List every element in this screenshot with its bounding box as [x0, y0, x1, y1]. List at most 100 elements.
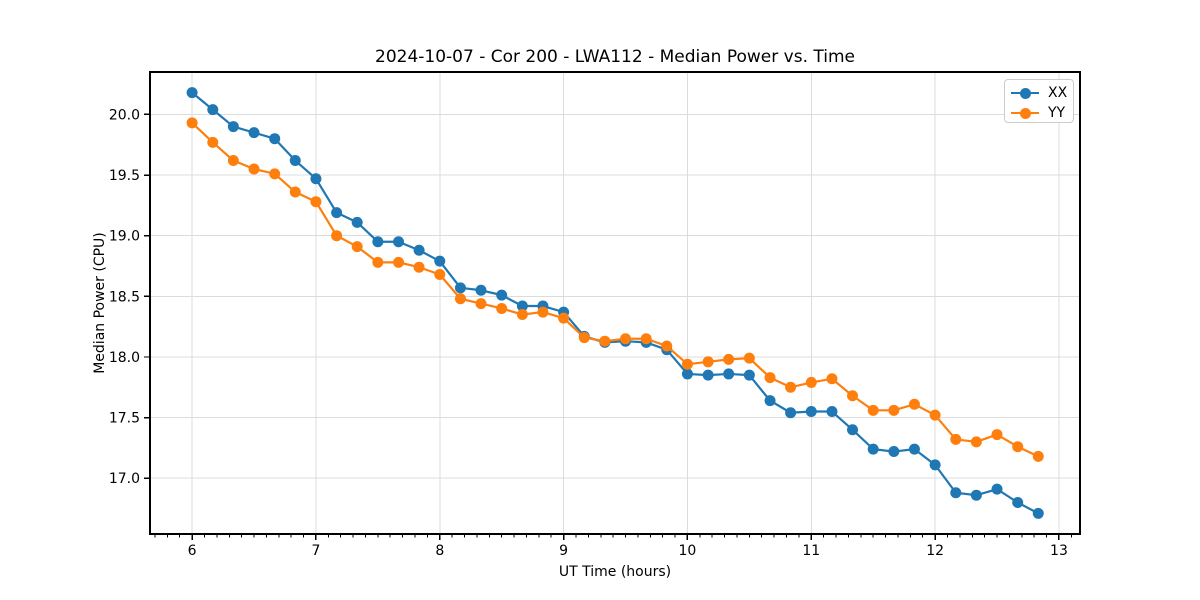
data-point-xx — [970, 489, 982, 501]
data-point-xx — [207, 104, 219, 116]
chart-title: 2024-10-07 - Cor 200 - LWA112 - Median P… — [375, 47, 855, 67]
x-tick-label: 9 — [559, 543, 568, 559]
data-point-xx — [1012, 496, 1024, 508]
data-point-yy — [908, 398, 920, 410]
y-axis-label: Median Power (CPU) — [92, 232, 108, 374]
data-point-yy — [393, 256, 405, 268]
x-tick-label: 13 — [1050, 543, 1068, 559]
y-tick-label: 17.0 — [109, 471, 140, 487]
data-point-xx — [496, 289, 508, 301]
data-point-yy — [991, 429, 1003, 441]
legend-line-sample-xx — [1011, 87, 1039, 99]
data-point-xx — [331, 207, 343, 219]
data-point-yy — [537, 306, 549, 318]
data-point-yy — [372, 256, 384, 268]
data-point-yy — [516, 309, 528, 321]
data-point-yy — [207, 136, 219, 148]
data-point-xx — [351, 216, 363, 228]
x-tick-label: 12 — [926, 543, 944, 559]
data-point-yy — [681, 358, 693, 370]
data-point-yy — [867, 404, 879, 416]
data-point-xx — [1032, 507, 1044, 519]
y-tick-label: 18.5 — [109, 289, 140, 305]
y-tick-label: 19.5 — [109, 168, 140, 184]
data-point-yy — [785, 381, 797, 393]
data-point-yy — [558, 312, 570, 324]
data-point-yy — [888, 404, 900, 416]
data-point-xx — [372, 236, 384, 248]
data-point-xx — [743, 369, 755, 381]
data-point-yy — [289, 186, 301, 198]
plot-border — [149, 71, 1081, 535]
data-point-xx — [702, 369, 714, 381]
data-point-yy — [950, 433, 962, 445]
data-point-yy — [970, 436, 982, 448]
data-point-yy — [475, 298, 487, 310]
data-point-yy — [413, 261, 425, 273]
data-point-yy — [702, 356, 714, 368]
legend-marker-yy — [1019, 107, 1031, 119]
data-point-yy — [1012, 441, 1024, 453]
data-point-xx — [805, 406, 817, 418]
data-point-xx — [785, 407, 797, 419]
x-tick-label: 7 — [311, 543, 320, 559]
data-point-yy — [620, 333, 632, 345]
data-point-xx — [434, 255, 446, 267]
y-tick-label: 19.0 — [109, 229, 140, 245]
data-point-yy — [723, 353, 735, 365]
data-point-xx — [454, 282, 466, 294]
data-point-xx — [826, 406, 838, 418]
data-point-xx — [227, 121, 239, 133]
x-tick-label: 6 — [188, 543, 197, 559]
data-point-yy — [661, 340, 673, 352]
data-point-xx — [289, 155, 301, 167]
legend: XX YY — [1004, 79, 1074, 123]
data-point-yy — [331, 230, 343, 242]
x-tick-label: 10 — [679, 543, 697, 559]
data-point-yy — [578, 332, 590, 344]
legend-label-yy: YY — [1048, 105, 1066, 121]
x-tick-label: 11 — [802, 543, 820, 559]
data-point-xx — [269, 133, 281, 145]
data-point-xx — [950, 487, 962, 499]
legend-label-xx: XX — [1048, 85, 1068, 101]
data-point-yy — [496, 302, 508, 314]
data-point-xx — [516, 300, 528, 312]
data-point-yy — [640, 333, 652, 345]
data-point-yy — [454, 293, 466, 305]
legend-item-yy: YY — [1011, 103, 1067, 123]
data-point-yy — [599, 335, 611, 347]
data-point-yy — [310, 196, 322, 208]
y-tick-label: 17.5 — [109, 411, 140, 427]
data-point-yy — [1032, 450, 1044, 462]
data-point-xx — [413, 244, 425, 256]
data-point-yy — [434, 269, 446, 281]
data-point-xx — [393, 236, 405, 248]
data-point-xx — [475, 284, 487, 296]
x-tick-label: 8 — [435, 543, 444, 559]
data-point-yy — [269, 168, 281, 180]
y-tick-label: 20.0 — [109, 107, 140, 123]
data-point-xx — [310, 173, 322, 185]
data-point-yy — [743, 352, 755, 364]
data-point-yy — [227, 155, 239, 167]
data-point-xx — [248, 127, 260, 139]
x-axis-label: UT Time (hours) — [558, 564, 672, 580]
data-point-xx — [929, 459, 941, 471]
y-tick-label: 18.0 — [109, 350, 140, 366]
legend-item-xx: XX — [1011, 83, 1067, 103]
data-point-yy — [929, 409, 941, 421]
data-point-xx — [847, 424, 859, 436]
data-point-yy — [805, 376, 817, 388]
legend-marker-xx — [1019, 87, 1031, 99]
data-point-yy — [764, 372, 776, 384]
data-point-yy — [826, 373, 838, 385]
data-point-yy — [186, 117, 198, 129]
data-point-xx — [681, 368, 693, 380]
data-point-xx — [908, 443, 920, 455]
data-point-xx — [991, 483, 1003, 495]
data-point-yy — [847, 390, 859, 402]
data-point-xx — [764, 395, 776, 407]
